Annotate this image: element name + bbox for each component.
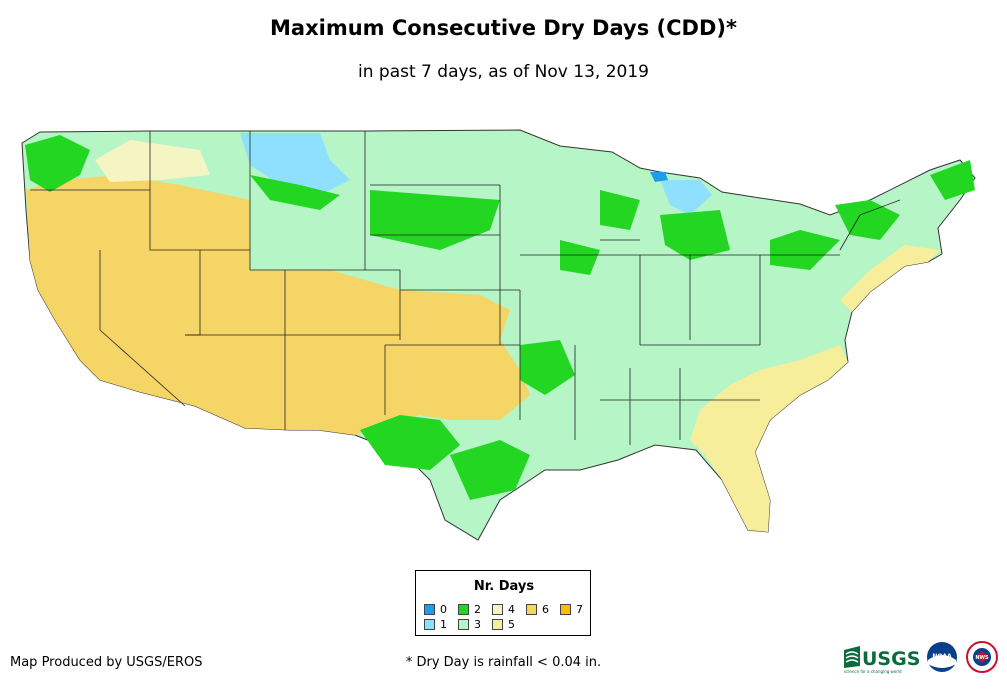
legend-item: 0 <box>424 603 447 616</box>
legend-swatch <box>492 619 503 630</box>
usgs-tagline: science for a changing world <box>844 669 902 674</box>
agency-logos: USGS science for a changing world NOAA N… <box>844 641 998 674</box>
legend-item: 7 <box>560 603 583 616</box>
legend-swatch <box>424 619 435 630</box>
montana-1-day-area <box>240 133 350 195</box>
usgs-wordmark: USGS <box>862 648 920 670</box>
legend-swatch <box>424 604 435 615</box>
minnesota-0-day-area <box>650 172 668 182</box>
legend-label: 0 <box>440 603 447 616</box>
legend-item: 5 <box>492 618 515 631</box>
legend-swatch <box>560 604 571 615</box>
map-subtitle: in past 7 days, as of Nov 13, 2019 <box>358 62 649 82</box>
noaa-logo: NOAA <box>927 642 957 672</box>
map-title: Maximum Consecutive Dry Days (CDD)* <box>270 16 737 40</box>
legend-swatch <box>526 604 537 615</box>
legend-label: 7 <box>576 603 583 616</box>
legend-item: 4 <box>492 603 515 616</box>
legend-label: 2 <box>474 603 481 616</box>
legend-label: 3 <box>474 618 481 631</box>
legend-label: 1 <box>440 618 447 631</box>
nws-wordmark: NWS <box>975 655 989 661</box>
west-6-days-area <box>26 175 530 435</box>
noaa-wordmark: NOAA <box>932 653 952 660</box>
map-credit: Map Produced by USGS/EROS <box>10 655 203 670</box>
legend-swatch <box>458 619 469 630</box>
legend-label: 4 <box>508 603 515 616</box>
legend-swatch <box>458 604 469 615</box>
legend-label: 5 <box>508 618 515 631</box>
northwest-5-days-area <box>95 140 210 182</box>
dry-day-footnote: * Dry Day is rainfall < 0.04 in. <box>405 655 602 670</box>
southeast-5-days-area <box>690 345 848 532</box>
nws-logo: NWS <box>966 641 998 673</box>
legend-title: Nr. Days <box>473 579 535 594</box>
usgs-logo: USGS science for a changing world <box>844 646 920 674</box>
legend-label: 6 <box>542 603 549 616</box>
legend: Nr. Days 0 1 2 3 4 5 6 7 <box>415 570 591 636</box>
legend-item: 1 <box>424 618 447 631</box>
state-borders <box>30 131 901 445</box>
legend-item: 2 <box>458 603 481 616</box>
northeast-5-days-area <box>840 245 940 312</box>
legend-item: 6 <box>526 603 549 616</box>
us-dry-days-map <box>21 129 976 541</box>
legend-item: 3 <box>458 618 481 631</box>
legend-swatch <box>492 604 503 615</box>
michigan-1-day-area <box>660 180 712 215</box>
